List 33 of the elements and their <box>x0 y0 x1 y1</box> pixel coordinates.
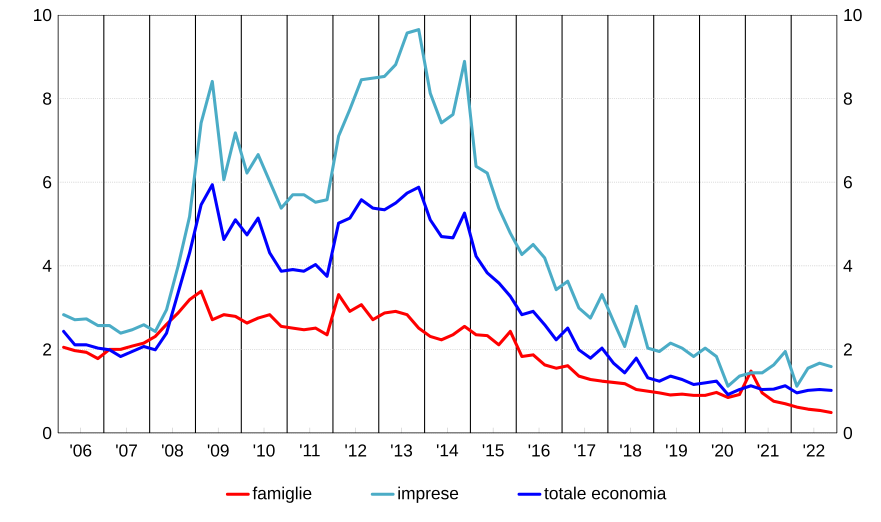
x-tick-label: '19 <box>666 444 687 457</box>
legend-label: totale economia <box>544 486 666 500</box>
y2-tick-label: 6 <box>844 176 852 188</box>
x-tick-label: '21 <box>758 444 779 456</box>
x-tick-label: '18 <box>620 444 642 457</box>
y2-tick-label: 4 <box>843 260 852 272</box>
x-tick-label: '07 <box>116 444 137 457</box>
x-tick-label: '06 <box>70 444 92 457</box>
y2-tick-label: 2 <box>844 343 852 356</box>
x-tick-label: '20 <box>712 444 733 457</box>
legend-label: famiglie <box>252 486 312 503</box>
y2-tick-label: 8 <box>844 92 852 105</box>
x-tick-label: '22 <box>803 444 824 456</box>
x-tick-label: '15 <box>482 444 504 456</box>
y-tick-label: 8 <box>43 92 52 105</box>
line-series <box>62 183 833 396</box>
x-tick-label: '11 <box>300 444 320 456</box>
y2-tick-label: 10 <box>844 8 862 22</box>
x-tick-label: '17 <box>574 444 596 456</box>
y-tick-label: 4 <box>42 260 52 272</box>
y-tick-label: 10 <box>34 8 52 22</box>
legend-label: imprese <box>398 486 458 503</box>
y-tick-label: 2 <box>43 343 52 356</box>
x-tick-label: '14 <box>436 444 458 456</box>
y-tick-label: 0 <box>42 426 52 440</box>
x-tick-label: '12 <box>345 444 366 456</box>
x-tick-label: '10 <box>254 444 275 457</box>
y2-tick-label: 0 <box>844 426 852 440</box>
x-tick-label: '13 <box>391 444 412 457</box>
x-tick-label: '09 <box>208 444 229 457</box>
x-tick-label: '16 <box>528 444 550 457</box>
x-tick-label: '08 <box>162 444 183 457</box>
y-tick-label: 6 <box>43 176 52 188</box>
